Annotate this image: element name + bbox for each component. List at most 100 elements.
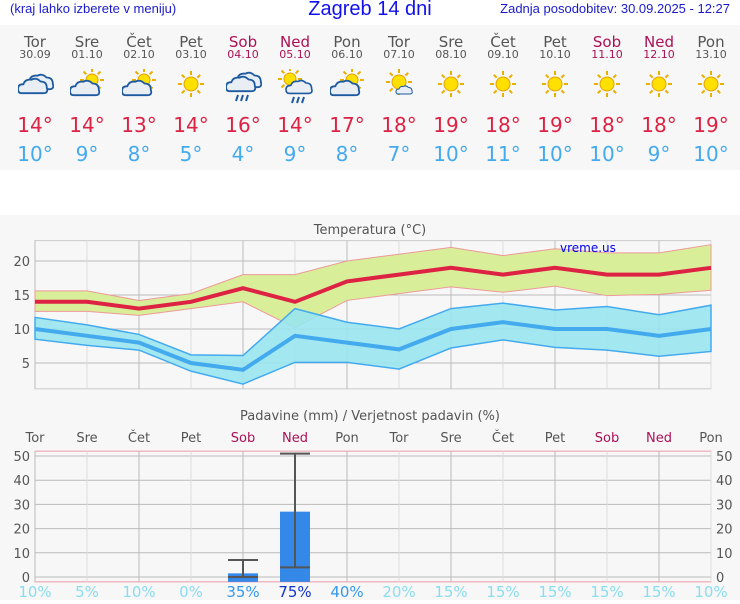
y-tick-label: 30 bbox=[13, 498, 30, 513]
y-tick-label-right: 10 bbox=[716, 547, 733, 562]
day-date: 13.10 bbox=[695, 48, 727, 61]
cloudy-rain-icon bbox=[225, 69, 263, 109]
day-name: Čet bbox=[126, 33, 152, 51]
min-temp: 11° bbox=[485, 142, 521, 166]
sunny-icon bbox=[694, 69, 730, 109]
precip-day-label: Pon bbox=[335, 431, 359, 446]
precip-day-label: Pet bbox=[181, 431, 201, 446]
precip-probability: 10% bbox=[694, 583, 727, 600]
min-temp: 10° bbox=[537, 142, 573, 166]
location-hint: (kraj lahko izberete v meniju) bbox=[10, 1, 177, 16]
sunny-icon bbox=[174, 69, 210, 109]
day-date: 06.10 bbox=[331, 48, 363, 61]
sunny-icon bbox=[434, 69, 470, 109]
max-temp: 14° bbox=[173, 113, 209, 137]
day-name: Ned bbox=[644, 33, 674, 51]
precip-day-label: Pon bbox=[699, 431, 723, 446]
precip-probability: 15% bbox=[590, 583, 623, 600]
precip-day-label: Ned bbox=[646, 431, 672, 446]
day-date: 03.10 bbox=[175, 48, 207, 61]
max-temp: 13° bbox=[121, 113, 157, 137]
max-temp: 16° bbox=[225, 113, 261, 137]
min-temp: 9° bbox=[75, 142, 99, 166]
y-tick-label: 20 bbox=[13, 523, 30, 538]
precip-probability: 15% bbox=[434, 583, 467, 600]
sunny-icon bbox=[538, 69, 574, 109]
y-tick-label: 5 bbox=[22, 357, 30, 372]
precip-probability: 20% bbox=[382, 583, 415, 600]
precip-probability: 15% bbox=[642, 583, 675, 600]
day-name: Sre bbox=[74, 33, 100, 51]
sunny-icon bbox=[642, 69, 678, 109]
min-temp: 7° bbox=[387, 142, 411, 166]
charts-svg: Temperatura (°C) 5 10 15 20 vreme.us Padavine … bbox=[13, 223, 733, 601]
max-temp-band bbox=[34, 244, 712, 329]
y-tick-label-right: 40 bbox=[716, 474, 733, 489]
precip-probability: 35% bbox=[226, 583, 259, 600]
precip-day-label: Sob bbox=[595, 431, 619, 446]
day-date: 30.09 bbox=[19, 48, 51, 61]
min-temp: 10° bbox=[433, 142, 469, 166]
day-name: Sob bbox=[592, 33, 622, 51]
day-name: Pet bbox=[179, 33, 203, 51]
day-date: 11.10 bbox=[591, 48, 623, 61]
y-tick-label: 40 bbox=[13, 474, 30, 489]
mostly-sunny-icon bbox=[382, 69, 418, 109]
max-temp: 19° bbox=[433, 113, 469, 137]
day-date: 10.10 bbox=[539, 48, 571, 61]
day-name: Pet bbox=[543, 33, 567, 51]
y-tick-label: 10 bbox=[13, 547, 30, 562]
watermark: vreme.us bbox=[560, 241, 616, 255]
y-tick-label-right: 20 bbox=[716, 523, 733, 538]
precip-day-label: Tor bbox=[24, 431, 45, 446]
precip-day-label: Čet bbox=[492, 430, 514, 446]
day-name: Tor bbox=[24, 33, 46, 51]
y-tick-label-right: 30 bbox=[716, 498, 733, 513]
charts-panel: Temperatura (°C) 5 10 15 20 vreme.us Padavine … bbox=[0, 215, 740, 601]
max-temp: 17° bbox=[329, 113, 365, 137]
day-date: 01.10 bbox=[71, 48, 103, 61]
y-tick-label-right: 50 bbox=[716, 450, 733, 465]
precip-day-label: Čet bbox=[128, 430, 150, 446]
day-name: Čet bbox=[490, 33, 516, 51]
max-temp: 14° bbox=[277, 113, 313, 137]
max-temp: 18° bbox=[641, 113, 677, 137]
precip-chart-title: Padavine (mm) / Verjetnost padavin (%) bbox=[240, 409, 500, 424]
precip-plot-area bbox=[34, 450, 712, 583]
day-date: 09.10 bbox=[487, 48, 519, 61]
last-updated: Zadnja posodobitev: 30.09.2025 - 12:27 bbox=[500, 1, 730, 16]
day-date: 05.10 bbox=[279, 48, 311, 61]
day-name: Pon bbox=[333, 33, 361, 51]
precip-probability: 10% bbox=[18, 583, 51, 600]
day-date: 08.10 bbox=[435, 48, 467, 61]
precip-probability: 75% bbox=[278, 583, 311, 600]
min-temp: 4° bbox=[231, 142, 255, 166]
precip-probability: 10% bbox=[122, 583, 155, 600]
max-temp-line bbox=[35, 265, 712, 311]
max-temp: 18° bbox=[485, 113, 521, 137]
max-temp: 19° bbox=[537, 113, 573, 137]
day-name: Sre bbox=[438, 33, 464, 51]
sun-cloud-rain-icon bbox=[278, 67, 314, 109]
min-temp: 10° bbox=[17, 142, 53, 166]
sunny-icon bbox=[486, 69, 522, 109]
precip-probability: 40% bbox=[330, 583, 363, 600]
day-name: Sob bbox=[228, 33, 258, 51]
partly-cloudy-icon bbox=[69, 68, 106, 109]
precip-probability: 15% bbox=[538, 583, 571, 600]
precip-day-label: Tor bbox=[388, 431, 409, 446]
temp-chart-title: Temperatura (°C) bbox=[313, 223, 426, 238]
min-temp: 8° bbox=[127, 142, 151, 166]
max-temp: 14° bbox=[69, 113, 105, 137]
day-name: Tor bbox=[388, 33, 410, 51]
precip-day-label: Sre bbox=[76, 431, 97, 446]
precip-probability: 0% bbox=[179, 583, 203, 600]
daily-forecast: Tor 30.09 14° 10° Sre 01.10 14° 9° Čet 02.… bbox=[0, 25, 740, 170]
max-temp: 19° bbox=[693, 113, 729, 137]
min-temp: 10° bbox=[589, 142, 625, 166]
y-tick-label-right: 0 bbox=[716, 571, 724, 586]
day-name: Ned bbox=[280, 33, 310, 51]
y-tick-label: 20 bbox=[13, 255, 30, 270]
min-temp: 10° bbox=[693, 142, 729, 166]
precip-day-label: Sob bbox=[231, 431, 255, 446]
